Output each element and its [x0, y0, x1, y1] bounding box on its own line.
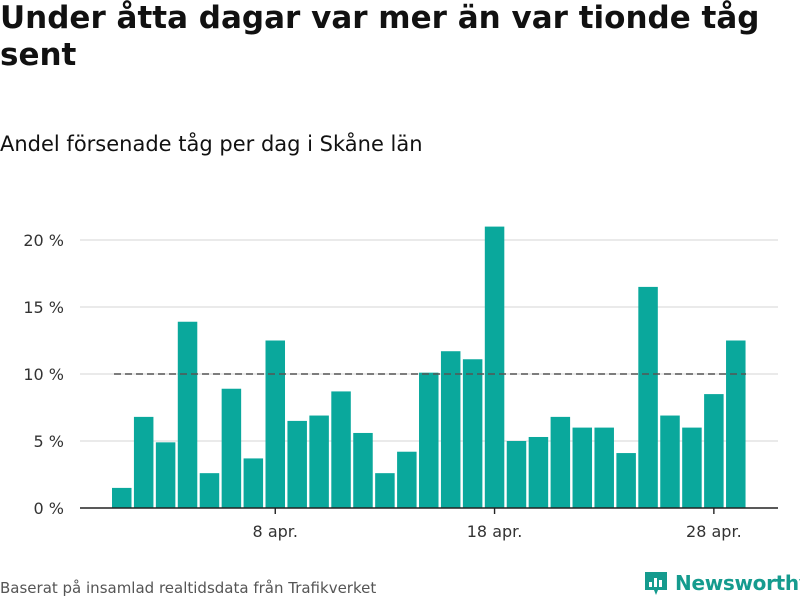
- bar[interactable]: [112, 487, 132, 508]
- y-tick-label: 0 %: [34, 499, 64, 518]
- bar[interactable]: [704, 394, 724, 508]
- bar[interactable]: [462, 359, 483, 508]
- y-tick-label: 15 %: [23, 298, 64, 317]
- bar-chart: 0 % 5 % 10 % 15 % 20 % 8 apr. 18 apr. 28 apr.: [23, 226, 778, 541]
- bar[interactable]: [221, 388, 242, 508]
- y-tick-label: 5 %: [34, 432, 64, 451]
- bar[interactable]: [616, 453, 636, 508]
- x-tick-label: 18 apr.: [467, 522, 523, 541]
- bar[interactable]: [528, 436, 549, 508]
- bar[interactable]: [682, 427, 702, 508]
- bar[interactable]: [265, 340, 286, 509]
- x-tick-label: 28 apr.: [686, 522, 742, 541]
- bar[interactable]: [594, 427, 614, 508]
- bar[interactable]: [660, 415, 680, 508]
- bar[interactable]: [353, 432, 373, 508]
- axes: 0 % 5 % 10 % 15 % 20 % 8 apr. 18 apr. 28 apr.: [23, 231, 778, 541]
- bar[interactable]: [177, 321, 198, 508]
- brand-logo[interactable]: Newsworthy: [643, 569, 800, 597]
- bar[interactable]: [331, 391, 351, 508]
- bar[interactable]: [155, 442, 176, 508]
- chart-title: Under åtta dagar var mer än var tionde t…: [0, 0, 760, 73]
- bar[interactable]: [199, 473, 220, 508]
- bar[interactable]: [550, 416, 571, 508]
- bar[interactable]: [243, 458, 264, 508]
- bar[interactable]: [133, 416, 154, 508]
- bar[interactable]: [397, 451, 417, 508]
- brand-name: Newsworthy: [675, 571, 800, 595]
- x-tick-label: 8 apr.: [253, 522, 298, 541]
- bar[interactable]: [726, 340, 746, 509]
- bar[interactable]: [440, 351, 461, 508]
- newsworthy-icon: [645, 572, 667, 595]
- bar[interactable]: [484, 226, 505, 508]
- source-note: Baserat på insamlad realtidsdata från Tr…: [0, 579, 377, 597]
- y-tick-label: 20 %: [23, 231, 64, 250]
- y-tick-label: 10 %: [23, 365, 64, 384]
- bars: [112, 226, 746, 509]
- bar[interactable]: [287, 420, 307, 508]
- bar[interactable]: [375, 473, 395, 508]
- bar[interactable]: [572, 427, 593, 508]
- bar[interactable]: [506, 441, 527, 508]
- bar[interactable]: [638, 286, 658, 508]
- bar[interactable]: [309, 415, 329, 508]
- bar[interactable]: [419, 372, 439, 508]
- chart-subtitle: Andel försenade tåg per dag i Skåne län: [0, 132, 423, 156]
